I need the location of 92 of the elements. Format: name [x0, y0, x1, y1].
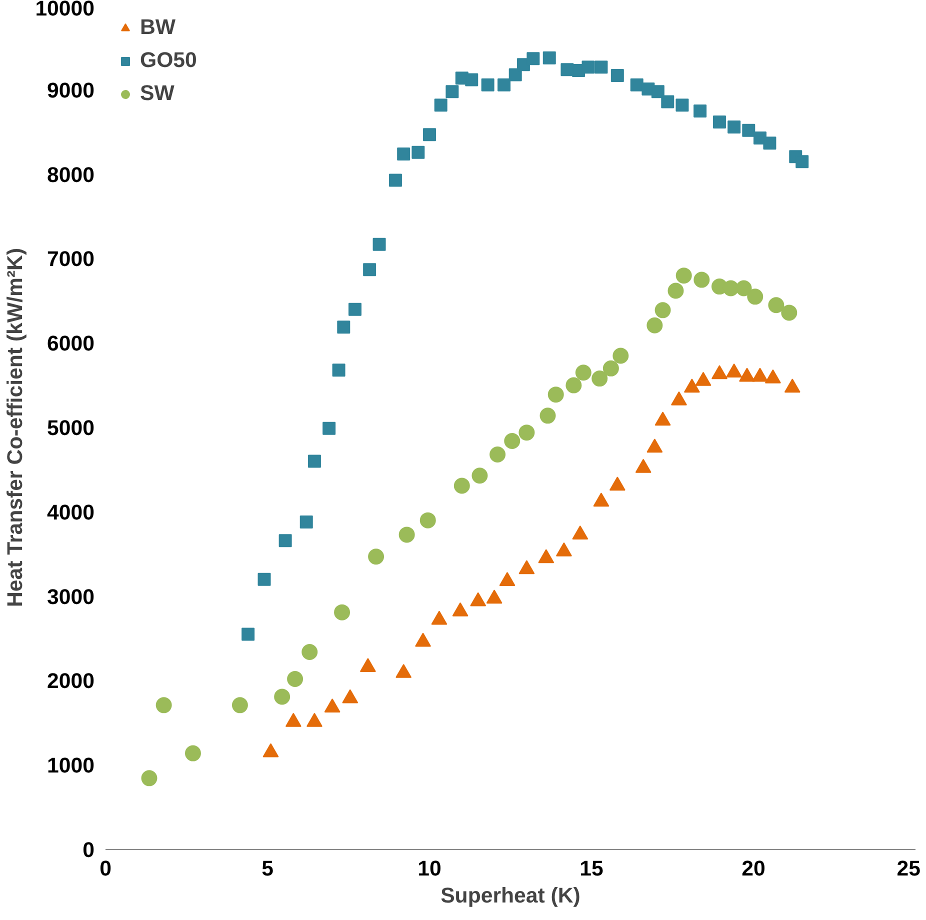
y-tick-label: 6000: [47, 332, 95, 356]
point: [423, 128, 436, 142]
point: [582, 60, 595, 74]
point: [498, 78, 511, 92]
point: [397, 148, 410, 161]
point: [363, 263, 376, 276]
point: [454, 478, 470, 494]
point: [712, 115, 726, 128]
point: [465, 73, 478, 86]
point: [542, 51, 556, 64]
point: [308, 454, 321, 468]
point: [676, 268, 692, 284]
point: [526, 52, 540, 66]
point: [141, 770, 158, 786]
point: [612, 348, 629, 364]
point: [156, 697, 172, 714]
point: [566, 377, 582, 394]
y-tick-label: 0: [82, 838, 95, 862]
y-tick-label: 2000: [47, 669, 95, 694]
point: [651, 85, 664, 98]
point: [434, 98, 448, 112]
point: [722, 280, 739, 296]
point: [728, 120, 741, 134]
point: [661, 95, 674, 108]
x-tick-label: 10: [418, 856, 442, 880]
point: [332, 364, 346, 377]
point: [300, 516, 313, 529]
point: [540, 408, 556, 424]
point: [560, 63, 574, 76]
point: [602, 360, 619, 376]
point: [278, 534, 292, 548]
point: [694, 104, 707, 118]
y-tick-label: 10000: [35, 0, 95, 20]
y-tick-label: 1000: [47, 754, 95, 778]
point: [747, 288, 764, 305]
point: [490, 446, 506, 462]
point: [630, 78, 644, 92]
point: [232, 697, 248, 714]
y-tick-label: 3000: [47, 584, 95, 609]
point: [736, 280, 752, 296]
point: [420, 512, 436, 528]
point: [592, 370, 608, 387]
point: [676, 98, 689, 112]
point: [594, 60, 608, 74]
y-tick-label: 4000: [47, 500, 95, 524]
point: [388, 174, 402, 187]
y-axis-title: Heat Transfer Co-efficient (kW/m²K): [3, 248, 28, 608]
point: [668, 282, 684, 299]
point: [184, 745, 201, 762]
point: [504, 433, 520, 449]
point: [646, 317, 663, 334]
point: [242, 628, 255, 641]
point: [446, 85, 459, 98]
point: [398, 526, 415, 543]
legend-label: BW: [140, 15, 176, 40]
point: [258, 572, 271, 586]
point: [610, 69, 624, 82]
point: [412, 146, 425, 159]
x-tick-label: 25: [896, 856, 921, 880]
point: [548, 386, 564, 403]
point: [508, 68, 522, 82]
point: [694, 272, 710, 288]
y-tick-label: 8000: [47, 162, 95, 187]
point: [472, 468, 488, 484]
point: [274, 688, 290, 705]
x-tick-label: 20: [742, 856, 766, 880]
point: [368, 548, 384, 565]
point: [322, 422, 336, 435]
point: [334, 604, 350, 620]
point: [781, 304, 798, 321]
point: [372, 238, 386, 251]
x-tick-label: 5: [262, 856, 274, 880]
legend-label: GO50: [140, 48, 197, 73]
point: [348, 302, 362, 316]
y-tick-label: 9000: [47, 78, 95, 102]
point: [742, 124, 756, 137]
point: [287, 671, 304, 687]
point: [763, 136, 776, 150]
point: [768, 297, 784, 314]
point: [796, 155, 809, 168]
legend-label: SW: [140, 81, 174, 106]
y-tick-label: 5000: [47, 416, 95, 440]
point: [654, 302, 671, 318]
x-tick-label: 0: [100, 856, 112, 880]
x-tick-label: 15: [580, 856, 604, 880]
y-tick-label: 7000: [47, 247, 95, 272]
point: [575, 364, 592, 381]
x-axis-title: Superheat (K): [440, 884, 580, 908]
point: [518, 424, 535, 441]
point: [481, 78, 494, 92]
point: [302, 644, 318, 660]
point: [337, 320, 350, 334]
